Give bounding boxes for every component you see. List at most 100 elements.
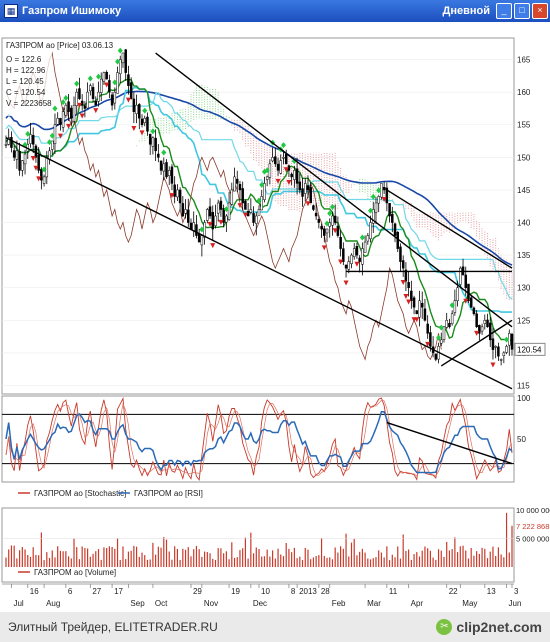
candle-body — [502, 352, 506, 356]
candle-body — [298, 181, 302, 191]
candle-body — [284, 153, 288, 165]
candle-body — [350, 254, 353, 264]
candle-body — [67, 101, 70, 112]
date-tick-label: 29 — [193, 587, 202, 596]
candle-body — [108, 80, 111, 93]
candle-body — [328, 222, 331, 227]
sell-signal-marker — [76, 102, 82, 108]
candle-body — [181, 203, 185, 217]
candle-body — [480, 326, 484, 332]
candle-body — [442, 326, 446, 340]
date-tick-label: Sep — [130, 599, 145, 608]
candle-body — [21, 160, 24, 171]
sell-signal-marker — [332, 228, 338, 234]
buy-signal-marker — [449, 302, 455, 309]
candle-body — [187, 209, 190, 223]
chart-canvas[interactable]: 115120125130135140145150155160165 ГАЗПРО… — [0, 0, 550, 612]
price-title: ГАЗПРОМ ао [Price] 03.06.13 — [6, 41, 114, 50]
candle-body — [374, 202, 378, 213]
buy-signal-marker — [370, 193, 376, 200]
candle-body — [317, 219, 321, 223]
candle-body — [89, 85, 92, 92]
sell-signal-marker — [207, 221, 213, 227]
trend-line[interactable] — [155, 52, 513, 328]
candle-body — [222, 208, 225, 223]
candle-body — [464, 274, 468, 288]
candle-body — [12, 150, 16, 158]
candle-body — [320, 226, 323, 230]
ohlc-label: C = 120.54 — [6, 88, 46, 97]
candle-body — [70, 107, 73, 119]
candle-body — [176, 189, 179, 198]
candle-body — [342, 248, 345, 262]
candle-body — [445, 320, 448, 328]
volume-plot-frame — [1, 507, 515, 583]
app-icon: ▦ — [4, 4, 18, 18]
candle-body — [197, 233, 201, 243]
candle-body — [469, 297, 473, 308]
buy-signal-marker — [60, 99, 66, 106]
trend-line[interactable] — [5, 137, 513, 390]
sell-signal-marker — [36, 176, 42, 182]
candle-body — [230, 189, 234, 205]
timeframe-label[interactable]: Дневной — [442, 5, 491, 17]
candle-body — [393, 223, 397, 236]
candle-body — [333, 215, 337, 223]
candle-body — [129, 82, 133, 99]
candle-body — [344, 264, 348, 269]
trend-line[interactable] — [386, 189, 513, 269]
maximize-button[interactable]: □ — [514, 3, 530, 19]
candle-body — [265, 176, 269, 180]
candle-body — [361, 248, 364, 265]
candle-body — [72, 104, 76, 122]
price-tick-label: 135 — [517, 251, 531, 260]
sell-signal-marker — [131, 126, 137, 132]
candle-body — [410, 290, 413, 301]
buy-signal-marker — [280, 142, 286, 149]
candle-body — [119, 59, 122, 75]
candle-body — [290, 173, 293, 178]
date-tick-label: 8 — [291, 587, 296, 596]
trend-line[interactable] — [440, 319, 513, 367]
candle-body — [472, 307, 476, 315]
candle-body — [53, 124, 57, 144]
date-tick-label: Jun — [509, 599, 522, 608]
buy-signal-marker — [117, 47, 123, 54]
ohlc-label: H = 122.96 — [6, 66, 46, 75]
date-tick-label: 10 — [261, 587, 270, 596]
minimize-button[interactable]: _ — [496, 3, 512, 19]
candle-body — [274, 156, 277, 165]
candle-body — [4, 144, 8, 146]
sell-signal-marker — [425, 341, 431, 347]
ohlc-box — [4, 52, 52, 116]
candle-body — [184, 209, 187, 214]
candle-body — [429, 332, 432, 347]
sell-signal-marker — [210, 243, 216, 249]
date-tick-label: Apr — [411, 599, 424, 608]
buy-signal-marker — [115, 58, 121, 65]
candle-body — [293, 170, 296, 180]
oscillator-trend-line[interactable] — [386, 421, 513, 465]
buy-signal-marker — [504, 336, 510, 343]
close-button[interactable]: × — [532, 3, 548, 19]
price-tick-label: 140 — [517, 219, 531, 228]
date-tick-label: Mar — [367, 599, 381, 608]
buy-signal-marker — [368, 207, 374, 214]
sell-signal-marker — [406, 299, 412, 305]
sell-signal-marker — [169, 193, 175, 199]
candle-body — [246, 211, 250, 217]
oscillator-plot-frame — [1, 395, 515, 483]
candle-body — [195, 224, 198, 236]
candle-body — [257, 209, 261, 216]
candle-body — [208, 206, 212, 217]
sell-signal-marker — [237, 203, 243, 209]
candle-body — [124, 49, 127, 73]
candle-body — [31, 134, 35, 145]
date-tick-label: Dec — [253, 599, 267, 608]
buy-signal-marker — [223, 206, 229, 213]
stochastic-signal-line — [5, 400, 513, 477]
buy-signal-marker — [436, 334, 442, 341]
sell-signal-marker — [218, 219, 224, 225]
candle-body — [91, 87, 95, 99]
